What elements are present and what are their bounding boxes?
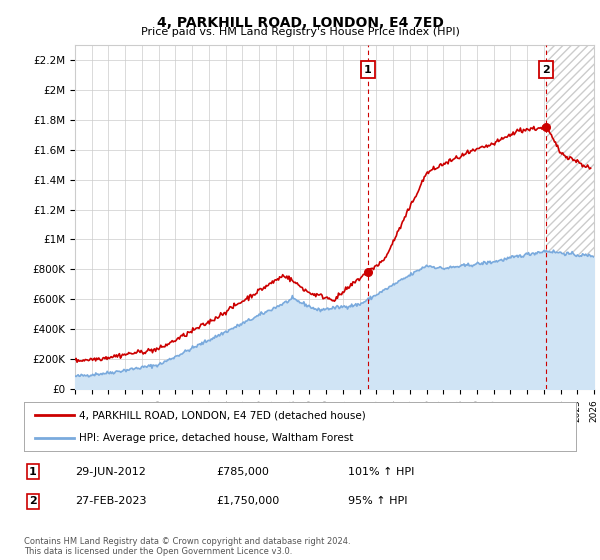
Text: 1: 1 <box>29 466 37 477</box>
Text: Contains HM Land Registry data © Crown copyright and database right 2024.: Contains HM Land Registry data © Crown c… <box>24 537 350 546</box>
Text: 4, PARKHILL ROAD, LONDON, E4 7ED: 4, PARKHILL ROAD, LONDON, E4 7ED <box>157 16 443 30</box>
Text: £785,000: £785,000 <box>216 466 269 477</box>
Text: 2: 2 <box>29 496 37 506</box>
Text: £1,750,000: £1,750,000 <box>216 496 279 506</box>
Text: 2: 2 <box>542 64 550 74</box>
Text: 4, PARKHILL ROAD, LONDON, E4 7ED (detached house): 4, PARKHILL ROAD, LONDON, E4 7ED (detach… <box>79 410 366 421</box>
Text: 29-JUN-2012: 29-JUN-2012 <box>75 466 146 477</box>
Text: 101% ↑ HPI: 101% ↑ HPI <box>348 466 415 477</box>
Text: 27-FEB-2023: 27-FEB-2023 <box>75 496 146 506</box>
Text: 1: 1 <box>364 64 371 74</box>
Text: HPI: Average price, detached house, Waltham Forest: HPI: Average price, detached house, Walt… <box>79 433 353 444</box>
Text: 95% ↑ HPI: 95% ↑ HPI <box>348 496 407 506</box>
Text: This data is licensed under the Open Government Licence v3.0.: This data is licensed under the Open Gov… <box>24 547 292 556</box>
Text: Price paid vs. HM Land Registry's House Price Index (HPI): Price paid vs. HM Land Registry's House … <box>140 27 460 37</box>
